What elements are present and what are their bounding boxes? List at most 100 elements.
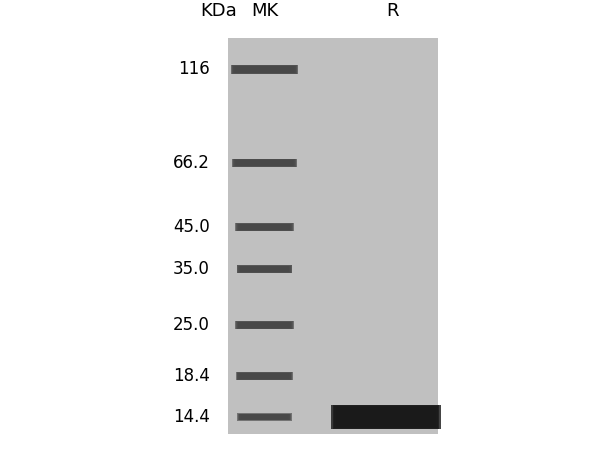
Bar [235, 66, 294, 73]
Bar [238, 266, 291, 272]
Bar [334, 406, 438, 428]
Bar [240, 322, 289, 328]
Bar [241, 415, 288, 419]
Bar [242, 162, 287, 164]
Bar [231, 65, 298, 74]
Bar [238, 224, 291, 231]
Text: 66.2: 66.2 [173, 154, 210, 172]
Bar [344, 411, 429, 423]
Bar [242, 374, 287, 378]
Bar [233, 159, 296, 167]
Bar [232, 159, 297, 167]
Bar [244, 415, 285, 419]
Text: 25.0: 25.0 [173, 316, 210, 334]
Bar [243, 226, 286, 229]
Bar [240, 68, 289, 71]
Bar [241, 374, 288, 379]
Bar [236, 223, 293, 231]
Bar [241, 374, 288, 378]
Bar [345, 412, 427, 422]
Text: R: R [386, 2, 398, 20]
Bar [233, 66, 295, 73]
Bar [241, 266, 288, 271]
Bar [347, 412, 425, 422]
Bar [336, 407, 437, 427]
Bar [243, 267, 286, 271]
Bar [228, 38, 438, 434]
Bar [348, 413, 424, 421]
Bar [240, 68, 290, 71]
Bar [238, 322, 291, 328]
Bar [237, 414, 292, 420]
Bar [333, 405, 440, 429]
Bar [241, 323, 288, 327]
Bar [243, 226, 286, 229]
Bar [347, 412, 426, 421]
Bar [241, 415, 288, 419]
Bar [233, 66, 296, 74]
Bar [240, 225, 289, 230]
Bar [346, 412, 426, 422]
Text: 35.0: 35.0 [173, 260, 210, 278]
Bar [238, 373, 291, 380]
Bar [243, 324, 286, 326]
Bar [340, 409, 432, 424]
Bar [240, 373, 289, 379]
Bar [244, 375, 285, 377]
Bar [244, 416, 285, 418]
Bar [238, 224, 291, 230]
Bar [243, 415, 286, 419]
Bar [237, 321, 292, 329]
Bar [337, 408, 435, 426]
Bar [238, 161, 291, 165]
Bar [244, 375, 285, 378]
Bar [354, 415, 418, 419]
Bar [232, 65, 297, 74]
Text: 116: 116 [178, 60, 210, 79]
Text: 18.4: 18.4 [173, 367, 210, 385]
Bar [339, 409, 434, 425]
Bar [237, 67, 292, 72]
Bar [238, 414, 291, 420]
Text: KDa: KDa [201, 2, 237, 20]
Bar [240, 224, 289, 230]
Bar [342, 411, 430, 423]
Bar [236, 372, 293, 380]
Bar [237, 265, 292, 273]
Bar [240, 414, 289, 420]
Text: MK: MK [251, 2, 278, 20]
Bar [235, 223, 294, 231]
Bar [235, 66, 293, 73]
Bar [240, 161, 289, 165]
Bar [344, 411, 429, 423]
Bar [239, 266, 290, 272]
Bar [235, 160, 294, 166]
Bar [236, 160, 293, 166]
Bar [240, 266, 289, 272]
Bar [242, 267, 287, 271]
Bar [234, 159, 295, 167]
Bar [236, 321, 293, 329]
Bar [240, 266, 289, 272]
Bar [239, 373, 290, 379]
Bar [350, 413, 423, 421]
Bar [237, 224, 292, 231]
Bar [238, 414, 291, 420]
Bar [356, 415, 416, 419]
Bar [351, 414, 421, 420]
Bar [241, 68, 288, 71]
Text: 45.0: 45.0 [173, 218, 210, 236]
Bar [237, 265, 292, 273]
Bar [238, 67, 291, 72]
Bar [237, 67, 292, 72]
Bar [237, 160, 292, 166]
Bar [243, 415, 286, 419]
Bar [238, 322, 291, 328]
Bar [243, 323, 286, 327]
Bar [235, 321, 294, 329]
Bar [353, 415, 419, 419]
Text: 14.4: 14.4 [173, 408, 210, 426]
Bar [244, 226, 285, 228]
Bar [348, 413, 424, 421]
Bar [241, 225, 288, 229]
